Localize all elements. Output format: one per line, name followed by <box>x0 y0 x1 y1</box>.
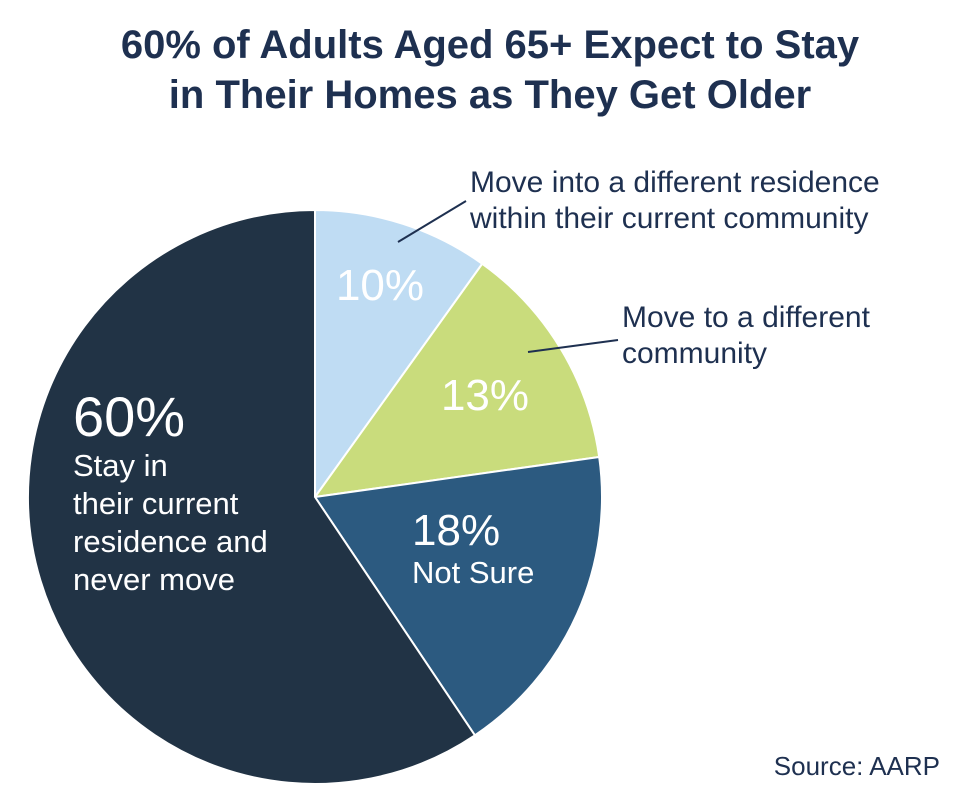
slice-category-label-line: Stay in <box>73 448 168 483</box>
slice-value-label-move-to-a-different-community: 13% <box>441 371 529 420</box>
callout-line-move-to-a-different-community <box>527 339 619 353</box>
pie-slice-stay-in-their-current-residence-and-never-move <box>26 208 477 785</box>
callout-label-line: within their current community <box>469 202 868 235</box>
pie-slice-move-into-a-different-residence-within-their-current-community <box>314 208 484 501</box>
slice-value-label-move-into-a-different-residence-within-their-current-community: 10% <box>336 261 424 310</box>
slice-value-label-not-sure: 18% <box>412 506 500 555</box>
slice-value-label-stay-in-their-current-residence-and-never-move: 60% <box>73 385 185 448</box>
slice-category-label-line: their current <box>73 486 239 521</box>
slice-category-label-line: Not Sure <box>412 555 534 590</box>
slice-category-label-line: never move <box>73 562 235 597</box>
chart-title-line-1: 60% of Adults Aged 65+ Expect to Stay <box>121 23 860 67</box>
callout-lines <box>397 200 619 353</box>
callout-label-line: community <box>622 337 767 370</box>
callout-line-move-into-a-different-residence-within-their-current-community <box>397 200 467 243</box>
slice-category-label-line: residence and <box>73 524 268 559</box>
pie-slice-not-sure <box>313 455 603 737</box>
callout-label-line: Move to a different <box>622 301 871 334</box>
chart-title-line-2: in Their Homes as They Get Older <box>169 73 811 117</box>
pie-slices <box>26 208 603 785</box>
source-note: Source: AARP <box>774 751 940 781</box>
callout-label-line: Move into a different residence <box>470 166 880 199</box>
